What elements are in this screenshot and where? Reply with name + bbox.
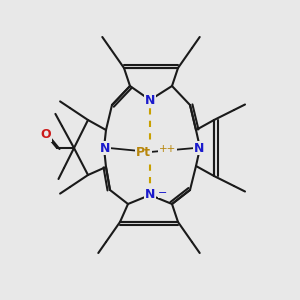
Text: −: −	[158, 188, 167, 198]
Text: N: N	[145, 188, 155, 202]
Text: ++: ++	[159, 144, 176, 154]
Text: N: N	[100, 142, 110, 154]
Text: Pt: Pt	[136, 146, 151, 158]
Text: O: O	[41, 128, 51, 142]
Text: N: N	[194, 142, 204, 154]
Text: N: N	[145, 94, 155, 106]
